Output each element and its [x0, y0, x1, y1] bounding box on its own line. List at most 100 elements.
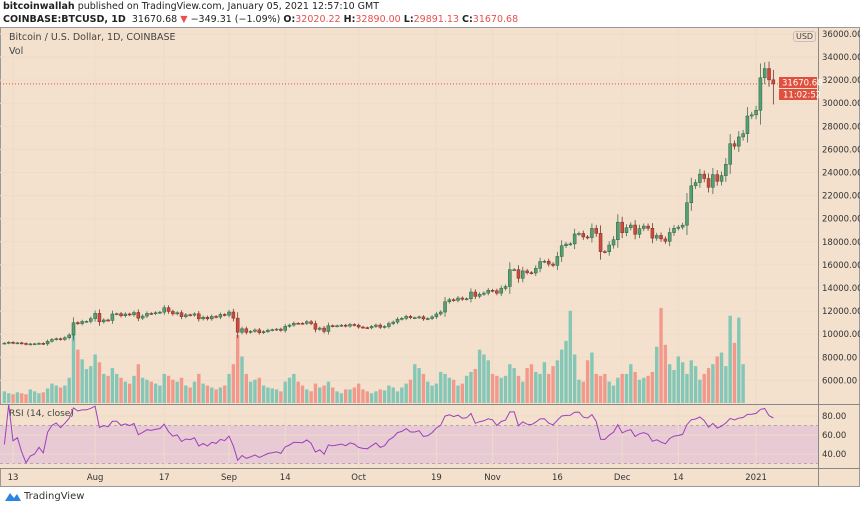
volume-bar [223, 385, 227, 403]
candle-body [313, 323, 318, 330]
volume-bar [439, 371, 443, 403]
candle-body [374, 324, 378, 327]
volume-bar [270, 388, 274, 403]
volume-bar [179, 377, 184, 403]
candle-body [482, 292, 486, 295]
tradingview-logo[interactable]: TradingView [4, 490, 84, 502]
candle-body [771, 79, 776, 85]
volume-bar [629, 364, 633, 403]
candle-body [326, 325, 331, 332]
candle-body [54, 338, 58, 340]
candle-body [93, 313, 97, 319]
candle-body [702, 173, 706, 179]
volume-bar [547, 373, 551, 403]
volume-bar [58, 387, 63, 403]
volume-bar [244, 373, 249, 403]
candle-body [629, 224, 633, 228]
volume-bar [516, 375, 521, 403]
volume-bar [257, 377, 261, 403]
candle-body [309, 321, 313, 324]
candle-body [110, 313, 115, 321]
candle-body [672, 228, 676, 233]
volume-bar [140, 377, 145, 403]
close-value: 31670.68 [472, 14, 519, 25]
candle-body [162, 307, 166, 313]
price-tick-label: 10000.00 [822, 330, 860, 340]
candle-body [119, 313, 123, 316]
currency-label[interactable]: USD [793, 31, 817, 42]
candle-body [404, 316, 408, 319]
candle-body [24, 343, 28, 345]
candle-body [438, 311, 443, 315]
volume-bar [356, 383, 361, 403]
candle-body [650, 228, 655, 239]
volume-bar [486, 360, 490, 403]
volume-bar [477, 349, 482, 403]
candle-body [248, 331, 253, 333]
candle-body [469, 291, 473, 299]
candle-body [235, 317, 240, 333]
volume-bar [313, 383, 318, 403]
volume-bar [715, 356, 719, 403]
volume-bar [89, 366, 93, 403]
volume-bar [421, 373, 426, 403]
candle-body [594, 228, 598, 234]
volume-bar [106, 375, 110, 403]
candle-body [637, 228, 642, 235]
candle-body [564, 243, 568, 246]
time-tick-label: Nov [484, 473, 501, 483]
volume-bar [464, 375, 469, 403]
volume-bar [97, 362, 102, 403]
candle-body [546, 260, 551, 265]
candle-body [711, 174, 715, 188]
volume-bar [80, 359, 84, 403]
rsi-legend[interactable]: RSI (14, close) [9, 409, 74, 419]
volume-bar [261, 385, 266, 403]
time-tick-label: Oct [351, 473, 366, 483]
candle-body [166, 307, 171, 312]
candle-body [542, 260, 547, 263]
author-name[interactable]: bitcoinwallah [3, 1, 75, 12]
candle-body [210, 316, 214, 320]
brand-name: TradingView [24, 490, 85, 502]
candle-body [724, 164, 728, 176]
volume-bar [54, 385, 58, 403]
volume-bar [508, 364, 512, 403]
volume-bar [603, 373, 607, 403]
volume-legend[interactable]: Vol [9, 46, 24, 57]
candle-body [642, 225, 646, 229]
candle-body [257, 329, 262, 333]
current-price-label: 31670.68 [782, 79, 823, 89]
volume-bar [698, 379, 702, 403]
volume-bar [659, 307, 663, 403]
price-tick-label: 20000.00 [822, 215, 860, 225]
volume-bar [175, 381, 179, 403]
candle-body [330, 325, 335, 327]
candle-body [508, 269, 512, 287]
volume-bar [37, 393, 41, 403]
volume-bar [41, 392, 45, 403]
volume-bar [231, 364, 236, 403]
candle-body [633, 224, 637, 235]
price-tick-label: 16000.00 [822, 261, 860, 271]
candle-body [473, 291, 478, 297]
volume-bar [378, 389, 382, 403]
time-tick-label: Sep [221, 473, 237, 483]
volume-bar [469, 371, 473, 403]
candle-body [32, 343, 37, 346]
volume-bar [456, 385, 460, 403]
volume-bar [15, 392, 20, 403]
volume-bar [642, 377, 646, 403]
candle-body [335, 325, 339, 328]
volume-bar [110, 368, 115, 403]
candle-body [464, 298, 469, 300]
price-tick-label: 12000.00 [822, 307, 860, 317]
candle-body [197, 313, 201, 320]
candle-body [590, 228, 594, 238]
volume-bar [76, 349, 80, 403]
candle-body [659, 235, 663, 240]
candle-body [616, 221, 620, 240]
candle-body [581, 233, 586, 238]
candle-body [67, 334, 71, 338]
